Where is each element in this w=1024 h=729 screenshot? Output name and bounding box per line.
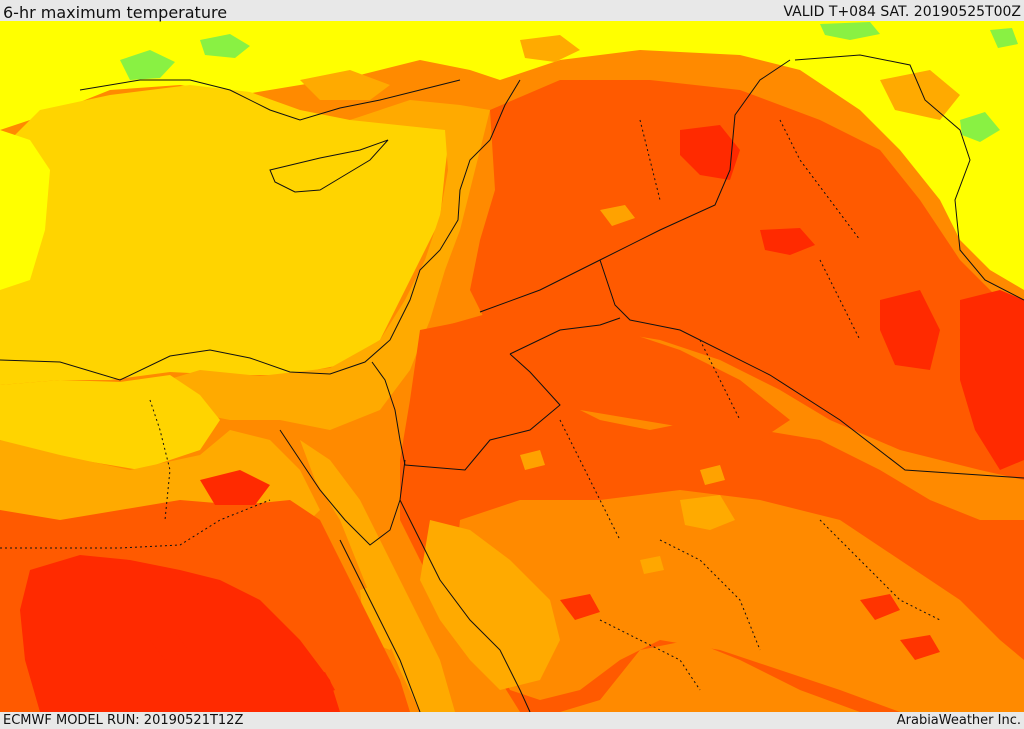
province-boundaries [0,119,941,691]
syria-iraq-redorange-area [470,80,1024,480]
arabia-orange-interior [455,490,1024,712]
anatolia-gold-area [0,85,450,385]
red-sea-coast-outline [339,499,531,712]
egypt-deep-red-area [20,470,340,712]
map-header: 6-hr maximum temperature VALID T+084 SAT… [0,0,1024,22]
credit-label: ArabiaWeather Inc. [896,713,1021,728]
gulf-of-suez-outline [279,429,406,546]
valid-time-label: VALID T+084 SAT. 20190525T00Z [783,4,1021,20]
jordan-redorange-area [430,310,790,440]
egypt-yellow-area [0,375,220,470]
temperature-map-canvas [0,21,1024,712]
cyprus-outline [269,139,389,193]
arabia-amber-patches [360,495,735,690]
levant-amber-area [150,100,490,430]
western-yellow-area [0,130,50,290]
iraq-red-area [680,125,1024,470]
northern-yellow-band [0,21,1024,290]
map-title: 6-hr maximum temperature [3,3,228,22]
temperature-map [0,21,1024,712]
red-sea-amber-strip [300,440,455,712]
map-footer: ECMWF MODEL RUN: 20190521T12Z ArabiaWeat… [0,712,1024,729]
model-run-label: ECMWF MODEL RUN: 20190521T12Z [3,713,244,728]
country-borders [371,54,1024,479]
coastline [0,79,521,381]
turkey-south-coast [79,79,461,121]
